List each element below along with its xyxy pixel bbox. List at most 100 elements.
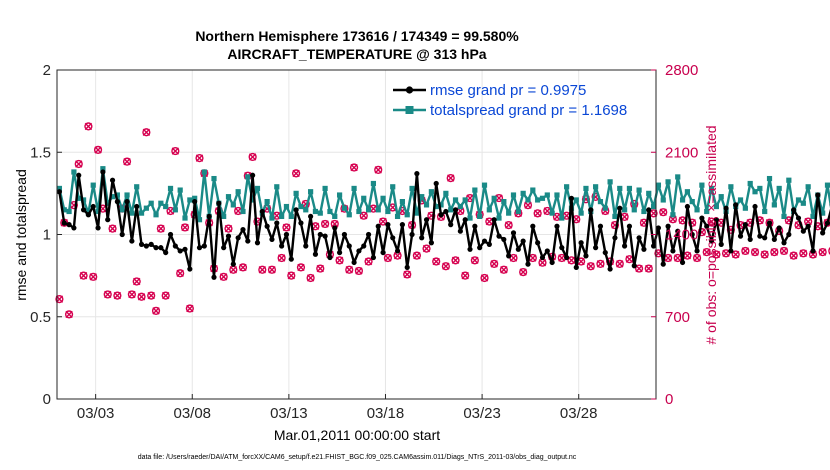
rmse-point [786,231,792,238]
rmse-series-line [58,170,830,279]
totalspread-point [279,213,285,220]
obs-possible-point [760,250,769,259]
rmse-point [177,248,183,254]
obs-assimilated-point [360,212,368,220]
x-tick-label: 03/03 [77,405,115,422]
obs-possible-point [504,221,513,230]
obs-possible-point [490,259,499,268]
obs-assimilated-point [519,268,527,276]
rmse-point [259,208,265,215]
rmse-point [506,253,512,259]
chart-title-line1: Northern Hemisphere 173616 / 174349 = 99… [195,28,519,44]
obs-assimilated-point [345,266,353,274]
rmse-point [578,240,584,246]
obs-possible-point [103,290,112,299]
totalspread-point [346,212,352,218]
rmse-point [791,207,797,213]
obs-possible-point [596,259,605,268]
obs-assimilated-point [625,255,634,263]
totalspread-point [269,215,275,221]
obs-possible-point [770,248,779,257]
totalspread-point [539,195,546,201]
rmse-point [766,220,773,226]
obs-possible-point [441,262,450,271]
rmse-point [539,254,546,261]
chart-title-line2: AIRCRAFT_TEMPERATURE @ 313 hPa [227,46,486,62]
totalspread-point [264,199,270,205]
totalspread-point [288,213,294,220]
totalspread-point [380,195,386,201]
totalspread-point [622,207,628,213]
rmse-point [370,254,377,261]
totalspread-point [583,185,589,192]
totalspread-point [433,203,439,210]
rmse-point [491,217,497,223]
totalspread-point [303,207,309,213]
x-tick-label: 03/28 [560,405,598,422]
obs-possible-point [374,165,383,174]
obs-possible-point [750,248,760,257]
totalspread-point [317,210,323,216]
totalspread-point [211,175,217,182]
totalspread-point [593,184,599,190]
y-tick-label: 0 [43,391,51,408]
obs-assimilated-point [350,163,358,172]
y-tick-label: 1.5 [30,144,51,161]
rmse-point [559,245,565,251]
rmse-point [167,231,174,238]
obs-possible-point [142,128,151,137]
rmse-point [752,203,758,210]
obs-possible-point [156,224,165,233]
obs-possible-point [79,271,88,280]
obs-assimilated-point [84,122,93,131]
obs-possible-point [828,247,830,255]
rmse-point [771,236,777,243]
totalspread-point [56,185,63,192]
obs-assimilated-point [292,169,300,178]
rmse-point [254,240,261,246]
obs-possible-point [799,249,808,258]
totalspread-point [602,205,608,211]
rmse-point [385,222,391,228]
totalspread-point [327,208,333,215]
obs-possible-point [113,291,122,300]
totalspread-point [423,202,430,208]
rmse-point [554,223,560,229]
obs-possible-point [277,253,286,263]
obs-possible-point [180,223,190,232]
obs-assimilated-point [504,221,513,229]
totalspread-point [549,210,555,216]
rmse-point [211,274,217,280]
rmse-point [298,220,304,226]
totalspread-point [665,179,671,185]
totalspread-point [660,197,666,203]
obs-possible-point [292,169,301,178]
totalspread-point [158,200,164,206]
rmse-point [675,228,681,234]
totalspread-point [225,194,232,200]
obs-assimilated-point [587,262,595,270]
rmse-point [781,240,787,246]
obs-assimilated-point [770,248,779,256]
obs-assimilated-point [760,250,769,259]
rmse-point [365,231,372,238]
obs-possible-point [721,249,731,258]
totalspread-point [776,185,782,192]
obs-assimilated-point [248,153,257,161]
totalspread-point [114,192,120,198]
rmse-point [163,249,169,256]
totalspread-point [578,210,584,216]
obs-assimilated-point [195,154,204,162]
obs-assimilated-point [732,250,740,259]
obs-assimilated-point [804,217,812,226]
obs-assimilated-point [616,260,624,268]
obs-possible-point [519,268,528,277]
obs-assimilated-point [524,201,532,209]
rmse-point [597,223,604,229]
rmse-point [704,223,710,229]
rmse-point [148,241,154,247]
obs-possible-point [84,122,93,131]
totalspread-point [240,208,246,215]
obs-assimilated-point [137,293,146,301]
